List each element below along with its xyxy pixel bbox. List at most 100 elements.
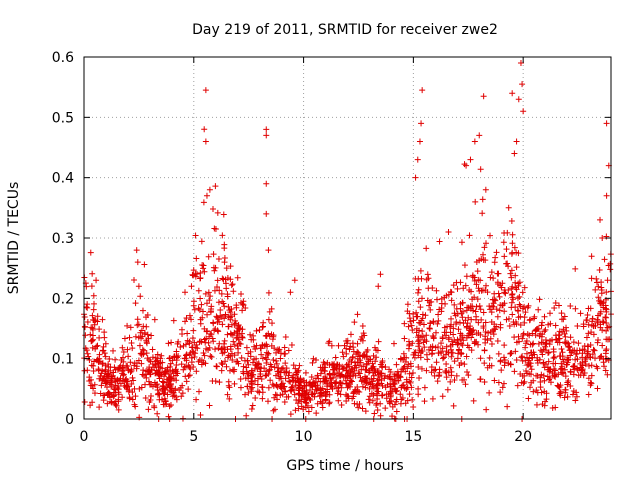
data-point — [419, 328, 426, 335]
data-point — [174, 340, 181, 347]
data-point — [408, 374, 415, 381]
data-point — [205, 346, 212, 353]
data-point — [377, 412, 384, 419]
data-point — [248, 373, 255, 380]
data-point — [503, 260, 510, 267]
data-point — [144, 355, 151, 362]
data-point — [342, 377, 349, 384]
data-point — [123, 384, 130, 391]
data-point — [189, 271, 196, 278]
data-point — [448, 321, 455, 328]
data-point — [583, 334, 590, 341]
data-point — [130, 377, 137, 384]
data-point — [518, 354, 525, 361]
data-point — [278, 385, 285, 392]
data-point — [545, 349, 552, 356]
data-point — [166, 354, 173, 361]
data-point — [312, 383, 319, 390]
data-point — [377, 400, 384, 407]
y-tick-label: 0.6 — [52, 50, 74, 66]
data-point — [393, 408, 400, 415]
data-point — [298, 403, 305, 410]
data-point — [428, 298, 435, 305]
data-point — [166, 403, 173, 410]
data-point — [183, 378, 190, 385]
data-point — [81, 367, 88, 374]
data-point — [407, 360, 414, 367]
data-point — [602, 314, 609, 321]
data-point — [590, 323, 597, 330]
data-point — [436, 372, 443, 379]
data-point — [506, 322, 513, 329]
data-point — [229, 366, 236, 373]
data-point — [248, 388, 255, 395]
data-point — [488, 309, 495, 316]
data-point — [541, 364, 548, 371]
data-point — [525, 302, 532, 309]
data-point — [206, 402, 213, 409]
data-point — [170, 317, 177, 324]
data-point — [362, 384, 369, 391]
data-point — [326, 361, 333, 368]
data-point — [310, 355, 317, 362]
data-point — [148, 381, 155, 388]
data-point — [574, 366, 581, 373]
data-point — [149, 354, 156, 361]
data-point — [89, 337, 96, 344]
data-point — [370, 375, 377, 382]
data-point — [551, 305, 558, 312]
data-point — [105, 389, 112, 396]
data-point — [309, 359, 316, 366]
data-point — [302, 396, 309, 403]
data-point — [228, 282, 235, 289]
data-point — [335, 388, 342, 395]
data-point — [135, 321, 142, 328]
data-point — [104, 400, 111, 407]
data-point — [214, 277, 221, 284]
data-point — [520, 108, 527, 115]
data-point — [552, 300, 559, 307]
data-point — [168, 339, 175, 346]
data-point — [207, 293, 214, 300]
data-point — [184, 330, 191, 337]
data-point — [585, 391, 592, 398]
data-point — [442, 368, 449, 375]
data-point — [500, 380, 507, 387]
data-point — [439, 393, 446, 400]
data-point — [138, 384, 145, 391]
data-point — [512, 348, 519, 355]
data-point — [247, 353, 254, 360]
data-point — [453, 372, 460, 379]
data-point — [318, 392, 325, 399]
data-point — [191, 306, 198, 313]
data-point — [556, 332, 563, 339]
data-point — [214, 327, 221, 334]
data-point — [543, 396, 550, 403]
data-point — [87, 249, 94, 256]
data-point — [164, 391, 171, 398]
data-point — [135, 334, 142, 341]
data-point — [213, 283, 220, 290]
data-point — [290, 377, 297, 384]
data-point — [562, 386, 569, 393]
data-point — [268, 331, 275, 338]
data-point — [302, 369, 309, 376]
data-point — [560, 326, 567, 333]
data-point — [263, 126, 270, 133]
data-point — [173, 348, 180, 355]
y-axis-label: SRMTID / TECUs — [6, 182, 22, 295]
data-point — [277, 350, 284, 357]
data-point — [389, 413, 396, 420]
data-point — [583, 317, 590, 324]
data-point — [285, 347, 292, 354]
data-point — [597, 310, 604, 317]
data-point — [122, 376, 129, 383]
data-point — [447, 364, 454, 371]
data-point — [451, 301, 458, 308]
data-point — [220, 300, 227, 307]
data-point — [436, 238, 443, 245]
data-point — [167, 360, 174, 367]
data-point — [373, 401, 380, 408]
data-point — [224, 291, 231, 298]
data-point — [191, 354, 198, 361]
